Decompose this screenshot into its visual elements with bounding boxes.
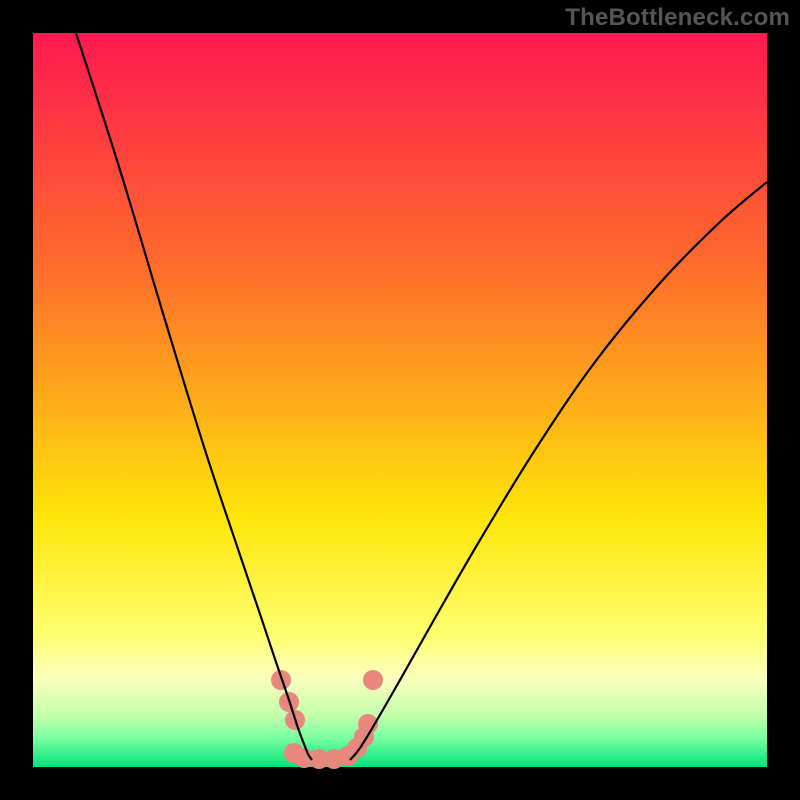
- chart-frame: TheBottleneck.com: [0, 0, 800, 800]
- markers-group: [271, 670, 383, 769]
- curve-layer: [0, 0, 800, 800]
- watermark-text: TheBottleneck.com: [565, 4, 790, 32]
- left-curve: [76, 33, 312, 760]
- marker-dot: [363, 670, 383, 690]
- right-curve: [350, 182, 767, 760]
